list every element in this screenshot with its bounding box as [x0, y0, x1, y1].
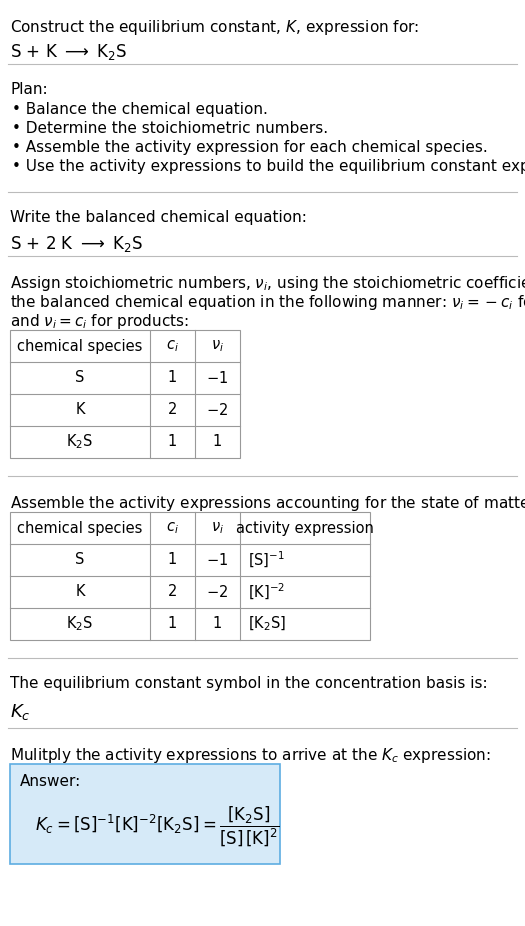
- Text: • Assemble the activity expression for each chemical species.: • Assemble the activity expression for e…: [12, 140, 488, 155]
- Text: 2: 2: [168, 584, 177, 599]
- Text: 1: 1: [168, 553, 177, 568]
- Text: $-1$: $-1$: [206, 370, 228, 386]
- Text: S: S: [75, 370, 85, 385]
- Text: The equilibrium constant symbol in the concentration basis is:: The equilibrium constant symbol in the c…: [10, 676, 488, 691]
- Text: Construct the equilibrium constant, $K$, expression for:: Construct the equilibrium constant, $K$,…: [10, 18, 419, 37]
- Text: • Use the activity expressions to build the equilibrium constant expression.: • Use the activity expressions to build …: [12, 159, 525, 174]
- Text: 1: 1: [168, 434, 177, 449]
- Text: $[\mathrm{K}]^{-2}$: $[\mathrm{K}]^{-2}$: [248, 582, 285, 602]
- Text: $K_c = [\mathrm{S}]^{-1} [\mathrm{K}]^{-2} [\mathrm{K_2S}] = \dfrac{[\mathrm{K_2: $K_c = [\mathrm{S}]^{-1} [\mathrm{K}]^{-…: [35, 804, 279, 848]
- Text: Plan:: Plan:: [10, 82, 48, 97]
- Text: $c_i$: $c_i$: [166, 520, 179, 536]
- Text: chemical species: chemical species: [17, 339, 143, 354]
- Text: K$_2$S: K$_2$S: [66, 432, 93, 451]
- Text: $K_c$: $K_c$: [10, 702, 30, 722]
- Text: 1: 1: [213, 617, 222, 632]
- Text: K: K: [75, 584, 85, 599]
- Text: S: S: [75, 553, 85, 568]
- Text: Write the balanced chemical equation:: Write the balanced chemical equation:: [10, 210, 307, 225]
- Text: Answer:: Answer:: [20, 774, 81, 789]
- Text: K$_2$S: K$_2$S: [66, 615, 93, 633]
- Text: $-2$: $-2$: [206, 584, 228, 600]
- Text: activity expression: activity expression: [236, 520, 374, 535]
- Text: K: K: [75, 403, 85, 418]
- Bar: [10, 330, 240, 458]
- Text: chemical species: chemical species: [17, 520, 143, 535]
- Text: S + 2 K $\longrightarrow$ K$_2$S: S + 2 K $\longrightarrow$ K$_2$S: [10, 234, 143, 254]
- Text: • Determine the stoichiometric numbers.: • Determine the stoichiometric numbers.: [12, 121, 328, 136]
- Text: Assemble the activity expressions accounting for the state of matter and $\nu_i$: Assemble the activity expressions accoun…: [10, 494, 525, 513]
- Text: and $\nu_i = c_i$ for products:: and $\nu_i = c_i$ for products:: [10, 312, 189, 331]
- Text: $-1$: $-1$: [206, 552, 228, 568]
- FancyBboxPatch shape: [10, 764, 280, 864]
- Text: the balanced chemical equation in the following manner: $\nu_i = -c_i$ for react: the balanced chemical equation in the fo…: [10, 293, 525, 312]
- Text: S + K $\longrightarrow$ K$_2$S: S + K $\longrightarrow$ K$_2$S: [10, 42, 128, 62]
- Text: Assign stoichiometric numbers, $\nu_i$, using the stoichiometric coefficients, $: Assign stoichiometric numbers, $\nu_i$, …: [10, 274, 525, 293]
- Text: 2: 2: [168, 403, 177, 418]
- Text: $\nu_i$: $\nu_i$: [211, 338, 224, 354]
- Text: 1: 1: [168, 370, 177, 385]
- Text: $-2$: $-2$: [206, 402, 228, 418]
- Text: 1: 1: [213, 434, 222, 449]
- Text: $c_i$: $c_i$: [166, 338, 179, 354]
- Text: $[\mathrm{S}]^{-1}$: $[\mathrm{S}]^{-1}$: [248, 550, 285, 570]
- Text: Mulitply the activity expressions to arrive at the $K_c$ expression:: Mulitply the activity expressions to arr…: [10, 746, 491, 765]
- Text: $[\mathrm{K_2S}]$: $[\mathrm{K_2S}]$: [248, 615, 286, 633]
- Text: $\nu_i$: $\nu_i$: [211, 520, 224, 536]
- Text: 1: 1: [168, 617, 177, 632]
- Text: • Balance the chemical equation.: • Balance the chemical equation.: [12, 102, 268, 117]
- Bar: [10, 512, 370, 640]
